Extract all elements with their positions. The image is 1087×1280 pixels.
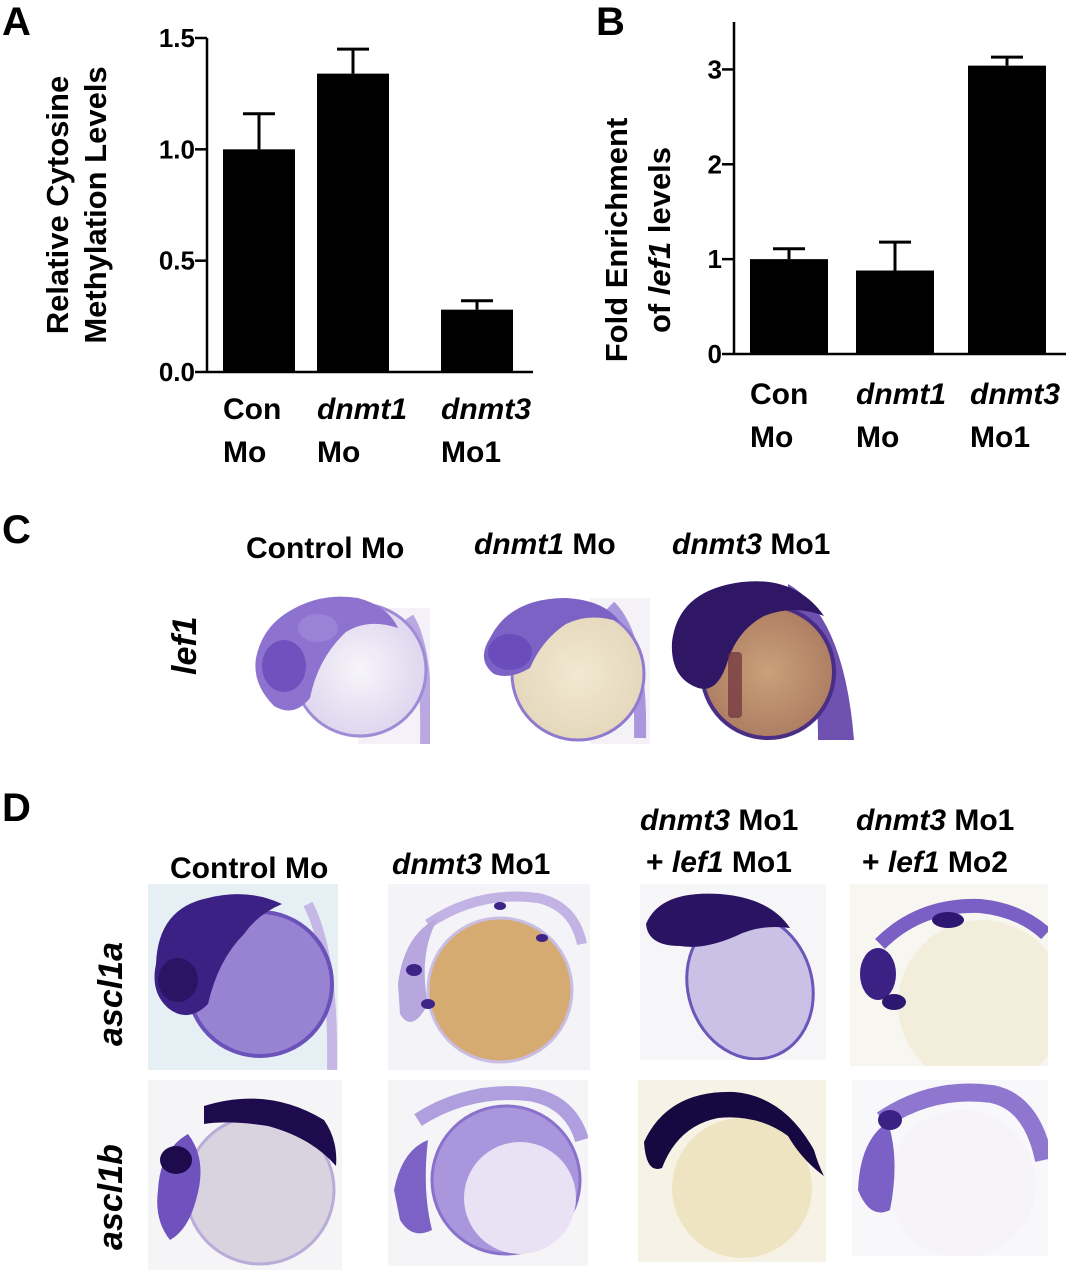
chart-a-category-label-line1: dnmt1 xyxy=(317,393,407,426)
chart-b-ylabel-line2: of lef1 levels xyxy=(642,147,677,333)
chart-b-category-label-line2: Mo xyxy=(750,421,793,454)
d-header-dnmt3: dnmt3 Mo1 xyxy=(392,848,551,881)
chart-a-category-label-line1: Con xyxy=(223,393,281,426)
d-header-dnmt3-lef1-mo1-line1: dnmt3 Mo1 xyxy=(640,804,799,837)
embryo-d-ascl1a-dnmt3-lef1mo2 xyxy=(850,884,1048,1066)
chart-a-category-label-line2: Mo1 xyxy=(441,436,501,469)
embryo-d-ascl1a-dnmt3-lef1mo1 xyxy=(640,884,826,1060)
chart-a-ytick-label: 0.5 xyxy=(159,246,195,276)
chart-a-bar xyxy=(441,309,513,372)
embryo-c-dnmt3 xyxy=(671,581,854,740)
d-header-dnmt3-lef1-mo2-line1: dnmt3 Mo1 xyxy=(856,804,1015,837)
chart-a-bar xyxy=(223,149,295,372)
chart-b-bar xyxy=(968,65,1046,355)
panel-letter-d: D xyxy=(2,786,31,830)
embryo-c-dnmt1 xyxy=(483,598,650,744)
chart-a: 0.0 0.5 1.0 1.5 Con Mo dnmt1 Mo dnmt3 Mo1 Relative… xyxy=(40,23,533,469)
embryo-d-ascl1a-dnmt3 xyxy=(388,884,590,1070)
chart-b-category-label-line2: Mo xyxy=(856,421,899,454)
panel-letter-c: C xyxy=(2,508,31,552)
chart-b-ytick-label: 1 xyxy=(708,244,722,274)
panel-letter-a: A xyxy=(2,0,31,44)
d-row-label-ascl1a: ascl1a xyxy=(92,942,130,1046)
d-row-label-ascl1b: ascl1b xyxy=(92,1144,130,1250)
d-header-dnmt3-lef1-mo2-line2: + lef1 Mo2 xyxy=(862,846,1008,879)
panel-letter-b: B xyxy=(596,0,625,44)
chart-a-ytick-label: 1.5 xyxy=(159,23,195,53)
d-header-control: Control Mo xyxy=(170,852,329,885)
c-row-label-lef1: lef1 xyxy=(166,616,204,675)
chart-b-ytick-label: 0 xyxy=(708,339,722,369)
chart-b-category-label-line1: dnmt1 xyxy=(856,378,946,411)
chart-b-ytick-label: 3 xyxy=(708,54,722,84)
embryo-d-ascl1b-dnmt3 xyxy=(388,1080,588,1266)
chart-a-category-label-line2: Mo xyxy=(223,436,266,469)
chart-b-ylabel-line1: Fold Enrichment xyxy=(599,118,634,363)
c-header-dnmt3: dnmt3 Mo1 xyxy=(672,528,831,561)
chart-a-category-label-line1: dnmt3 xyxy=(441,393,531,426)
chart-b-category-label-line1: dnmt3 xyxy=(970,378,1060,411)
chart-b-bar xyxy=(856,270,934,354)
chart-a-ylabel-line2: Methylation Levels xyxy=(78,66,113,343)
c-header-dnmt1: dnmt1 Mo xyxy=(474,528,616,561)
embryo-d-ascl1b-dnmt3-lef1mo2 xyxy=(852,1080,1048,1256)
embryo-d-ascl1b-control xyxy=(148,1080,342,1270)
embryo-d-ascl1a-control xyxy=(148,884,338,1070)
chart-b: 0 1 2 3 Con Mo dnmt1 Mo dnmt3 Mo1 Fold Enrichment o… xyxy=(599,22,1066,454)
chart-a-ytick-label: 0.0 xyxy=(159,357,195,387)
chart-a-bar xyxy=(317,73,389,373)
chart-b-category-label-line1: Con xyxy=(750,378,808,411)
chart-a-ylabel-line1: Relative Cytosine xyxy=(40,76,75,334)
c-header-control: Control Mo xyxy=(246,532,405,565)
chart-a-ytick-label: 1.0 xyxy=(159,134,195,164)
chart-b-category-label-line2: Mo1 xyxy=(970,421,1030,454)
embryo-d-ascl1b-dnmt3-lef1mo1 xyxy=(638,1080,826,1262)
chart-b-ytick-label: 2 xyxy=(708,149,722,179)
chart-a-category-label-line2: Mo xyxy=(317,436,360,469)
d-header-dnmt3-lef1-mo1-line2: + lef1 Mo1 xyxy=(646,846,792,879)
embryo-c-control xyxy=(255,596,430,744)
chart-b-bar xyxy=(750,259,828,354)
